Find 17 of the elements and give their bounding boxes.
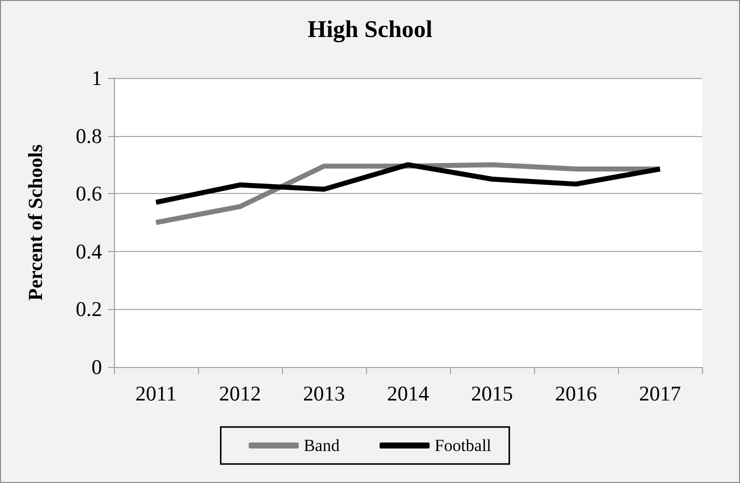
x-tick-label: 2011 [135,382,177,406]
y-axis-title: Percent of Schools [25,144,47,301]
y-tick-label: 0 [92,355,102,379]
legend-label: Band [304,436,340,455]
x-tick-label: 2016 [555,382,597,406]
y-tick-label: 0.4 [76,239,102,264]
x-tick-label: 2014 [387,382,430,406]
x-tick-label: 2015 [471,382,513,406]
x-tick-label: 2017 [639,382,681,406]
y-tick-label: 0.8 [76,124,102,148]
x-tick-label: 2012 [219,382,261,406]
y-tick-label: 1 [92,66,102,90]
y-tick-label: 0.6 [76,182,102,206]
legend-label: Football [434,436,492,455]
chart-title: High School [308,17,433,43]
y-tick-label: 0.2 [76,297,102,322]
x-tick-label: 2013 [303,382,345,406]
